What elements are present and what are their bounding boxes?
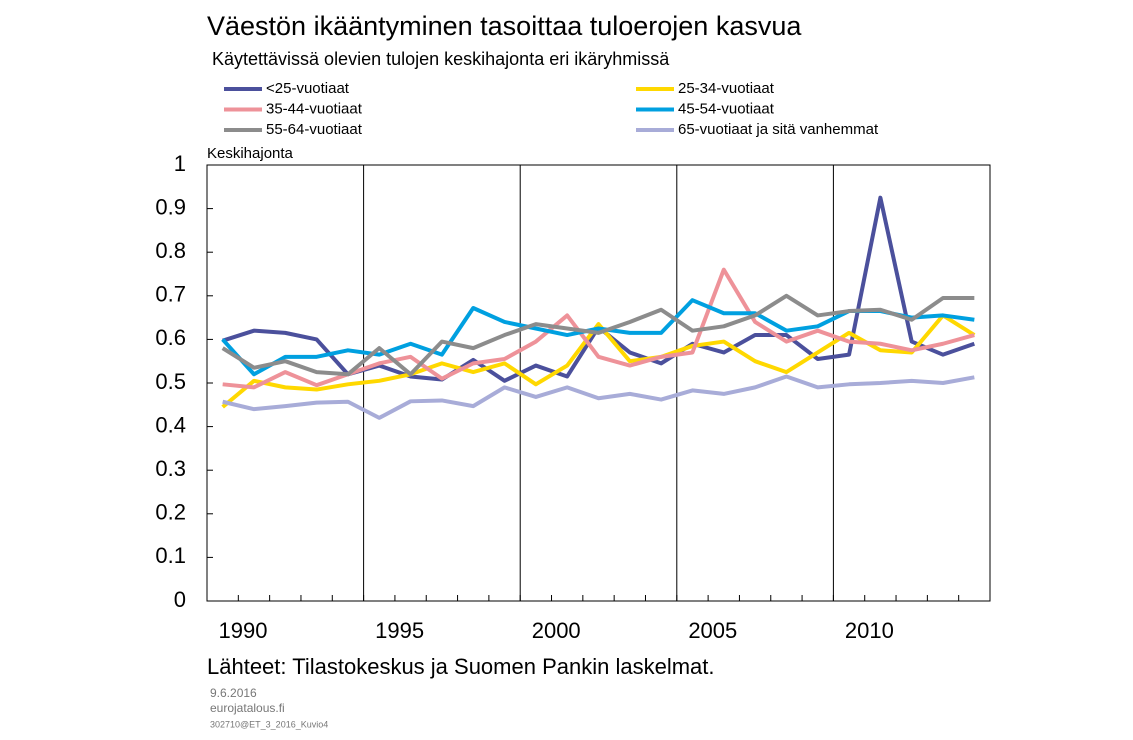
y-tick-label: 0.5 [155,369,186,394]
y-tick-label: 0.3 [155,456,186,481]
chart-title: Väestön ikääntyminen tasoittaa tuloeroje… [207,11,802,41]
date: 9.6.2016 [210,686,257,700]
legend-label: 45-54-vuotiaat [678,100,775,117]
y-tick-label: 0.1 [155,543,186,568]
x-tick-label: 2005 [688,618,737,643]
series-line [222,374,975,420]
code: 302710@ET_3_2016_Kuvio4 [210,719,328,729]
legend-label: <25-vuotiaat [266,80,350,97]
y-tick-label: 0.6 [155,325,186,350]
y-tick-label: 1 [174,151,186,176]
y-axis-label: Keskihajonta [207,145,294,162]
legend-label: 35-44-vuotiaat [266,100,363,117]
legend-label: 55-64-vuotiaat [266,121,363,138]
source: Lähteet: Tilastokeskus ja Suomen Pankin … [207,654,715,679]
website: eurojatalous.fi [210,701,285,715]
legend-label: 25-34-vuotiaat [678,80,775,97]
y-tick-label: 0.4 [155,412,186,437]
legend-label: 65-vuotiaat ja sitä vanhemmat [678,121,879,138]
x-tick-label: 2000 [532,618,581,643]
y-tick-label: 0.2 [155,500,186,525]
y-tick-label: 0.8 [155,238,186,263]
series-line [221,293,975,377]
series-line [221,313,976,409]
x-tick-label: 1990 [219,618,268,643]
x-tick-label: 2010 [845,618,894,643]
y-tick-label: 0.9 [155,194,186,219]
chart-subtitle: Käytettävissä olevien tulojen keskihajon… [212,49,670,69]
x-tick-label: 1995 [375,618,424,643]
y-tick-label: 0 [174,587,186,612]
y-tick-label: 0.7 [155,282,186,307]
plot-frame [206,164,991,602]
